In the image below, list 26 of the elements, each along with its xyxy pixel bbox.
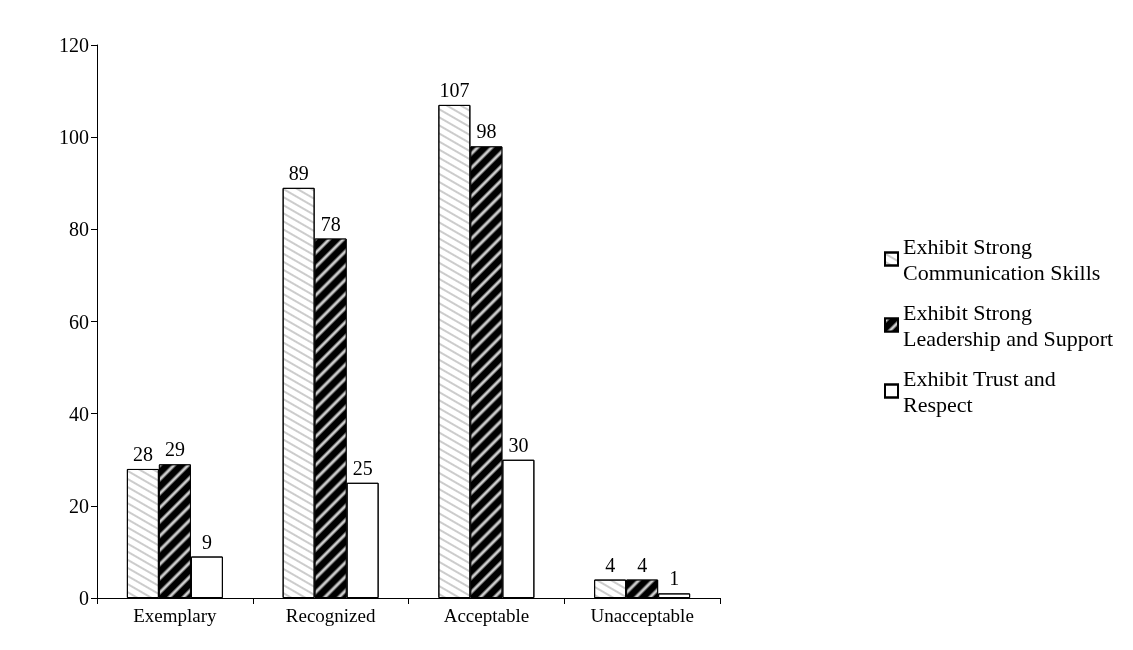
y-tick-label: 120 [59,34,89,56]
y-tick-label: 80 [69,218,89,241]
x-tick-label: Acceptable [443,605,530,626]
legend-label: Exhibit Strong Communication Skills [903,233,1101,285]
y-tick-label: 40 [69,402,89,425]
data-label: 1 [669,567,680,590]
data-label: 9 [201,530,212,553]
legend-label: Exhibit Trust and Respect [903,365,1062,417]
data-label: 107 [439,78,470,101]
data-label: 78 [320,212,341,235]
x-tick-label: Recognized [285,605,376,626]
data-label: 25 [352,456,373,479]
data-label: 28 [132,442,153,465]
legend-label: Exhibit Strong Leadership and Support [903,299,1114,351]
y-tick-label: 60 [69,310,89,333]
data-label: 29 [164,438,185,461]
data-label: 4 [605,553,616,576]
y-tick-label: 0 [79,587,89,609]
x-tick-label: Exemplary [133,605,218,626]
data-label: 4 [637,553,648,576]
data-label: 30 [508,433,529,456]
data-label: 89 [288,161,309,184]
y-tick-label: 100 [59,126,89,149]
x-tick-label: Unacceptable [590,605,694,626]
y-tick-label: 20 [69,494,89,517]
data-label: 98 [476,120,497,143]
